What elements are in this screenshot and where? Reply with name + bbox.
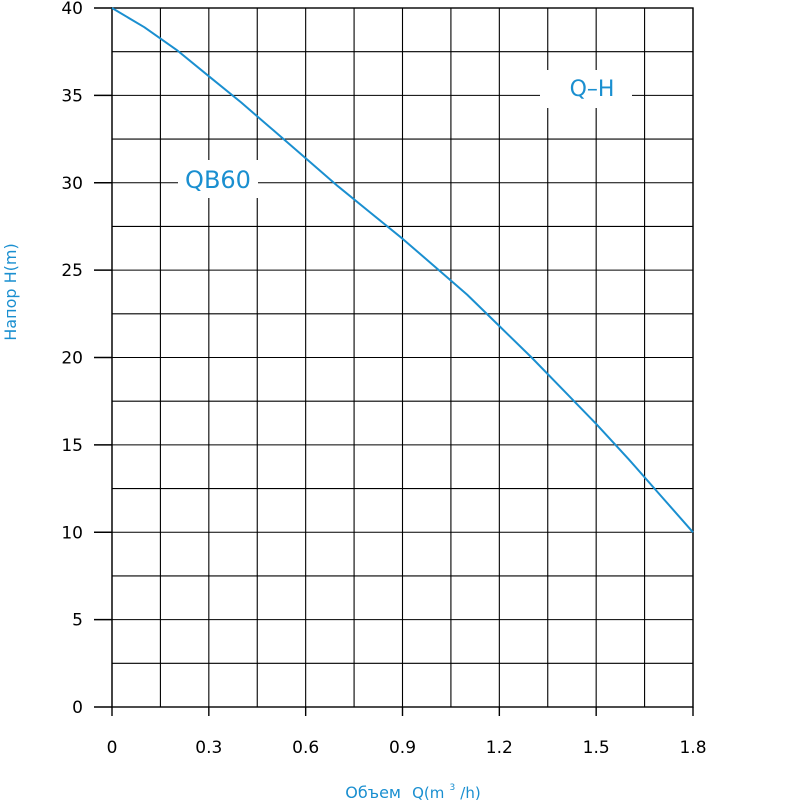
y-tick-label: 10 [61,523,83,543]
y-tick-labels: 0 5 10 15 20 25 30 35 40 [61,0,83,718]
x-tick-label: 1.5 [583,738,610,758]
x-tick-label: 0.9 [389,738,416,758]
series-label: QB60 [185,166,251,194]
y-axis-title: Напор H(m) [1,243,20,340]
x-axis-title-unit: Q(m [412,784,444,800]
series-label-background [178,160,258,198]
x-tick-label: 0.3 [195,738,222,758]
axes [94,7,694,716]
y-tick-label: 0 [72,698,83,718]
y-tick-label: 30 [61,174,83,194]
y-tick-label: 5 [72,611,83,631]
y-tick-label: 15 [61,436,83,456]
x-tick-label: 1.8 [679,738,706,758]
y-tick-label: 40 [61,0,83,19]
y-tick-label: 20 [61,349,83,369]
grid [111,7,694,708]
x-axis-title-main: Объем [345,783,401,800]
y-tick-label: 35 [61,86,83,106]
x-tick-labels: 0 0.3 0.6 0.9 1.2 1.5 1.8 [107,738,707,758]
x-tick-label: 0.6 [292,738,319,758]
x-axis-title: Объем Q(m 3 /h) [345,775,480,800]
x-tick-label: 1.2 [486,738,513,758]
x-axis-title-unit-sup: 3 [449,783,455,793]
x-axis-title-unit-rest: /h) [460,784,480,800]
series-line [111,7,694,533]
curve-label: Q–H [570,77,615,102]
series-layer [111,7,694,533]
y-tick-label: 25 [61,261,83,281]
x-tick-label: 0 [107,738,118,758]
curve-label-background [540,70,632,108]
